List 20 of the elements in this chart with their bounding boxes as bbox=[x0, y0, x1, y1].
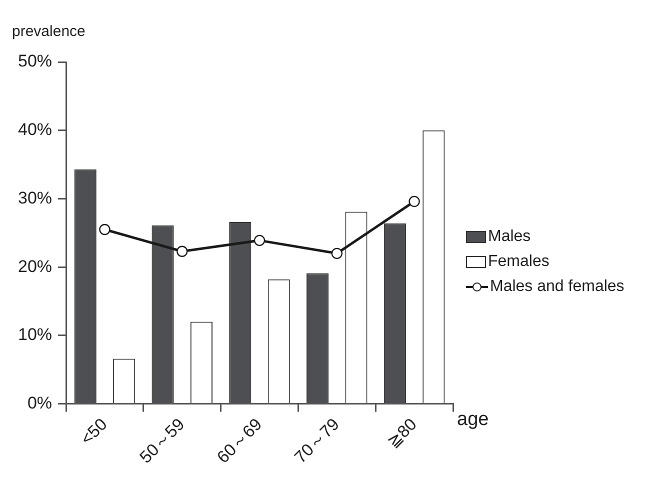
x-tick-label: 50～59 bbox=[136, 414, 188, 467]
y-tick-label: 40% bbox=[18, 120, 52, 140]
point bbox=[176, 246, 188, 257]
y-tick-label: 30% bbox=[18, 188, 52, 208]
point bbox=[99, 224, 110, 236]
y-axis-title: prevalence bbox=[12, 23, 86, 40]
point bbox=[408, 196, 420, 208]
legend-label: Males bbox=[488, 227, 531, 247]
y-tick-label: 0% bbox=[27, 394, 52, 412]
legend-label: Males and females bbox=[490, 277, 624, 297]
y-tick-label: 50% bbox=[18, 52, 52, 71]
y-tick-label: 20% bbox=[18, 256, 52, 276]
x-tick-label: <50 bbox=[77, 414, 111, 449]
x-tick-label: 70～79 bbox=[290, 414, 344, 467]
x-tick-label: 60～69 bbox=[213, 414, 266, 467]
point bbox=[254, 234, 266, 246]
y-tick-label: 10% bbox=[18, 325, 52, 344]
text: Females bbox=[488, 252, 550, 272]
x-axis-title: age bbox=[457, 409, 489, 430]
point bbox=[331, 248, 343, 260]
